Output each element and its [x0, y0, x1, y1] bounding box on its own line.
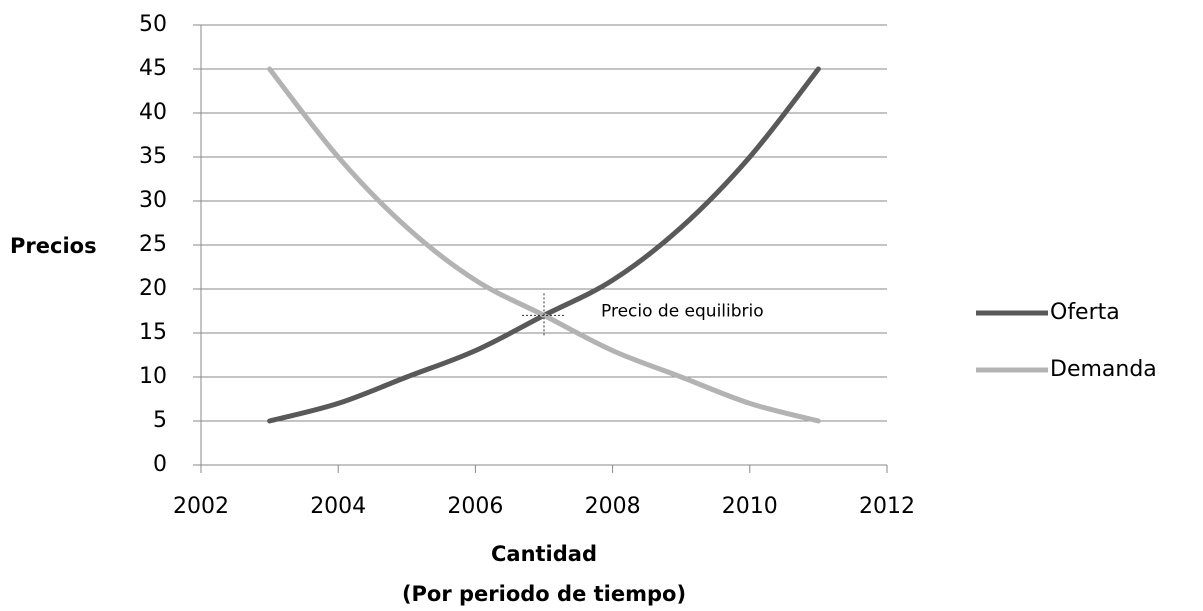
y-tick-label: 10 [139, 364, 167, 389]
y-tick-label: 20 [139, 276, 167, 301]
x-tick-label: 2012 [859, 494, 915, 519]
x-tick-label: 2004 [310, 494, 366, 519]
series-line [267, 66, 821, 424]
x-axis-label: Cantidad [491, 542, 597, 566]
x-tick-label: 2006 [447, 494, 503, 519]
series-line [267, 66, 821, 424]
x-tick-label: 2008 [585, 494, 641, 519]
y-tick-label: 35 [139, 144, 167, 169]
y-axis-label: Precios [10, 234, 97, 258]
y-tick-label: 40 [139, 100, 167, 125]
y-tick-label: 50 [139, 12, 167, 37]
y-tick-label: 45 [139, 56, 167, 81]
annotation: Precio de equilibrio [601, 301, 764, 321]
y-tick-label: 0 [153, 452, 167, 477]
y-tick-label: 25 [139, 232, 167, 257]
y-tick-label: 30 [139, 188, 167, 213]
x-tick-label: 2010 [722, 494, 778, 519]
legend-label: Demanda [1050, 357, 1157, 382]
y-tick-label: 15 [139, 320, 167, 345]
legend-label: Oferta [1050, 300, 1120, 325]
x-axis-label: (Por periodo de tiempo) [402, 582, 686, 606]
y-tick-label: 5 [153, 408, 167, 433]
x-tick-label: 2002 [173, 494, 229, 519]
